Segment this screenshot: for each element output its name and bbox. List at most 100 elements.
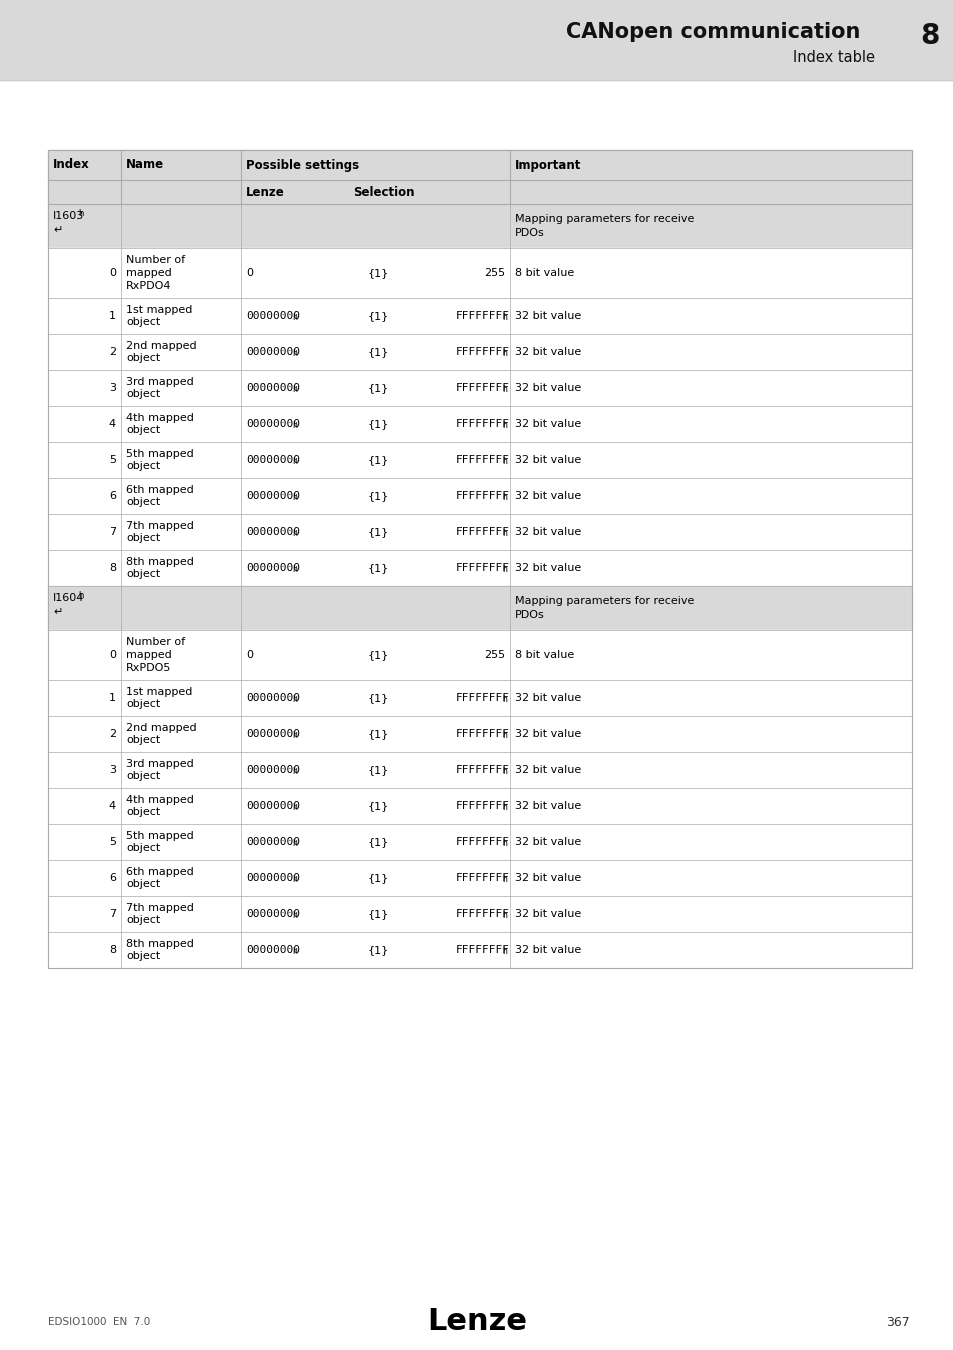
Text: 2: 2 xyxy=(109,347,116,356)
Text: {1}: {1} xyxy=(367,945,388,954)
Text: 367: 367 xyxy=(885,1315,909,1328)
Text: {1}: {1} xyxy=(367,693,388,703)
Text: h: h xyxy=(292,529,296,537)
Text: {1}: {1} xyxy=(367,269,388,278)
Text: FFFFFFFF: FFFFFFFF xyxy=(456,729,510,738)
Text: 0: 0 xyxy=(109,269,116,278)
Bar xyxy=(48,150,911,968)
Text: 00000000: 00000000 xyxy=(246,729,299,738)
Text: Mapping parameters for receive
PDOs: Mapping parameters for receive PDOs xyxy=(515,215,694,238)
Text: {1}: {1} xyxy=(367,563,388,572)
Text: Index: Index xyxy=(53,158,90,171)
Text: {1}: {1} xyxy=(367,837,388,846)
Text: Lenze: Lenze xyxy=(246,185,284,198)
Text: h: h xyxy=(292,875,296,884)
Text: 1st mapped
object: 1st mapped object xyxy=(126,305,193,328)
Text: h: h xyxy=(292,838,296,848)
Text: 00000000: 00000000 xyxy=(246,563,299,572)
Bar xyxy=(48,824,911,860)
Text: 32 bit value: 32 bit value xyxy=(515,909,580,919)
Text: Index table: Index table xyxy=(792,50,874,65)
Text: 32 bit value: 32 bit value xyxy=(515,945,580,954)
Text: 255: 255 xyxy=(483,269,504,278)
Text: 5th mapped
object: 5th mapped object xyxy=(126,448,193,471)
Bar xyxy=(48,630,911,680)
Text: h: h xyxy=(292,421,296,429)
Text: 2: 2 xyxy=(109,729,116,738)
Text: h: h xyxy=(292,767,296,776)
Text: 6: 6 xyxy=(109,491,116,501)
Text: h: h xyxy=(78,590,83,599)
Text: I1603: I1603 xyxy=(53,211,84,221)
Text: h: h xyxy=(292,493,296,502)
Text: 00000000: 00000000 xyxy=(246,801,299,811)
Text: Number of
mapped
RxPDO5: Number of mapped RxPDO5 xyxy=(126,637,185,672)
Text: 255: 255 xyxy=(483,649,504,660)
Text: h: h xyxy=(501,313,506,321)
Text: {1}: {1} xyxy=(367,729,388,738)
Text: h: h xyxy=(501,767,506,776)
Text: 6th mapped
object: 6th mapped object xyxy=(126,867,193,890)
Bar xyxy=(48,370,911,406)
Text: h: h xyxy=(292,730,296,740)
Text: FFFFFFFF: FFFFFFFF xyxy=(456,455,510,464)
Text: 4th mapped
object: 4th mapped object xyxy=(126,795,193,817)
Bar xyxy=(48,716,911,752)
Text: CANopen communication: CANopen communication xyxy=(565,22,859,42)
Text: ↵: ↵ xyxy=(53,225,62,235)
Text: 32 bit value: 32 bit value xyxy=(515,383,580,393)
Text: h: h xyxy=(292,803,296,811)
Bar xyxy=(48,298,911,333)
Text: h: h xyxy=(501,493,506,502)
Text: 00000000: 00000000 xyxy=(246,418,299,429)
Bar xyxy=(48,896,911,932)
Text: {1}: {1} xyxy=(367,347,388,356)
Text: 3rd mapped
object: 3rd mapped object xyxy=(126,759,193,782)
Text: 00000000: 00000000 xyxy=(246,383,299,393)
Text: 32 bit value: 32 bit value xyxy=(515,526,580,537)
Text: h: h xyxy=(501,348,506,358)
Text: 32 bit value: 32 bit value xyxy=(515,765,580,775)
Text: h: h xyxy=(501,946,506,956)
Text: h: h xyxy=(501,803,506,811)
Text: 4: 4 xyxy=(109,801,116,811)
Bar xyxy=(48,478,911,514)
Bar xyxy=(48,931,911,968)
Text: 32 bit value: 32 bit value xyxy=(515,310,580,321)
Text: h: h xyxy=(501,529,506,537)
Bar xyxy=(48,514,911,549)
Text: 00000000: 00000000 xyxy=(246,491,299,501)
Text: 1st mapped
object: 1st mapped object xyxy=(126,687,193,709)
Text: 32 bit value: 32 bit value xyxy=(515,693,580,703)
Text: I1604: I1604 xyxy=(53,593,84,603)
Text: FFFFFFFF: FFFFFFFF xyxy=(456,526,510,537)
Text: FFFFFFFF: FFFFFFFF xyxy=(456,563,510,572)
Text: 32 bit value: 32 bit value xyxy=(515,801,580,811)
Bar xyxy=(48,150,911,180)
Text: 3: 3 xyxy=(109,383,116,393)
Text: FFFFFFFF: FFFFFFFF xyxy=(456,945,510,954)
Text: h: h xyxy=(292,946,296,956)
Text: 00000000: 00000000 xyxy=(246,693,299,703)
Text: FFFFFFFF: FFFFFFFF xyxy=(456,347,510,356)
Text: 32 bit value: 32 bit value xyxy=(515,873,580,883)
Text: 5th mapped
object: 5th mapped object xyxy=(126,830,193,853)
Text: 8: 8 xyxy=(109,945,116,954)
Text: FFFFFFFF: FFFFFFFF xyxy=(456,693,510,703)
Bar xyxy=(48,680,911,716)
Text: 3rd mapped
object: 3rd mapped object xyxy=(126,377,193,400)
Bar xyxy=(48,441,911,478)
Text: 5: 5 xyxy=(109,837,116,846)
Text: 32 bit value: 32 bit value xyxy=(515,418,580,429)
Text: FFFFFFFF: FFFFFFFF xyxy=(456,383,510,393)
Text: h: h xyxy=(292,313,296,321)
Text: FFFFFFFF: FFFFFFFF xyxy=(456,801,510,811)
Bar xyxy=(48,586,911,630)
Text: Selection: Selection xyxy=(353,185,414,198)
Text: {1}: {1} xyxy=(367,765,388,775)
Text: 0: 0 xyxy=(246,269,253,278)
Text: 8: 8 xyxy=(920,22,939,50)
Text: 00000000: 00000000 xyxy=(246,347,299,356)
Bar xyxy=(0,0,953,80)
Text: h: h xyxy=(501,838,506,848)
